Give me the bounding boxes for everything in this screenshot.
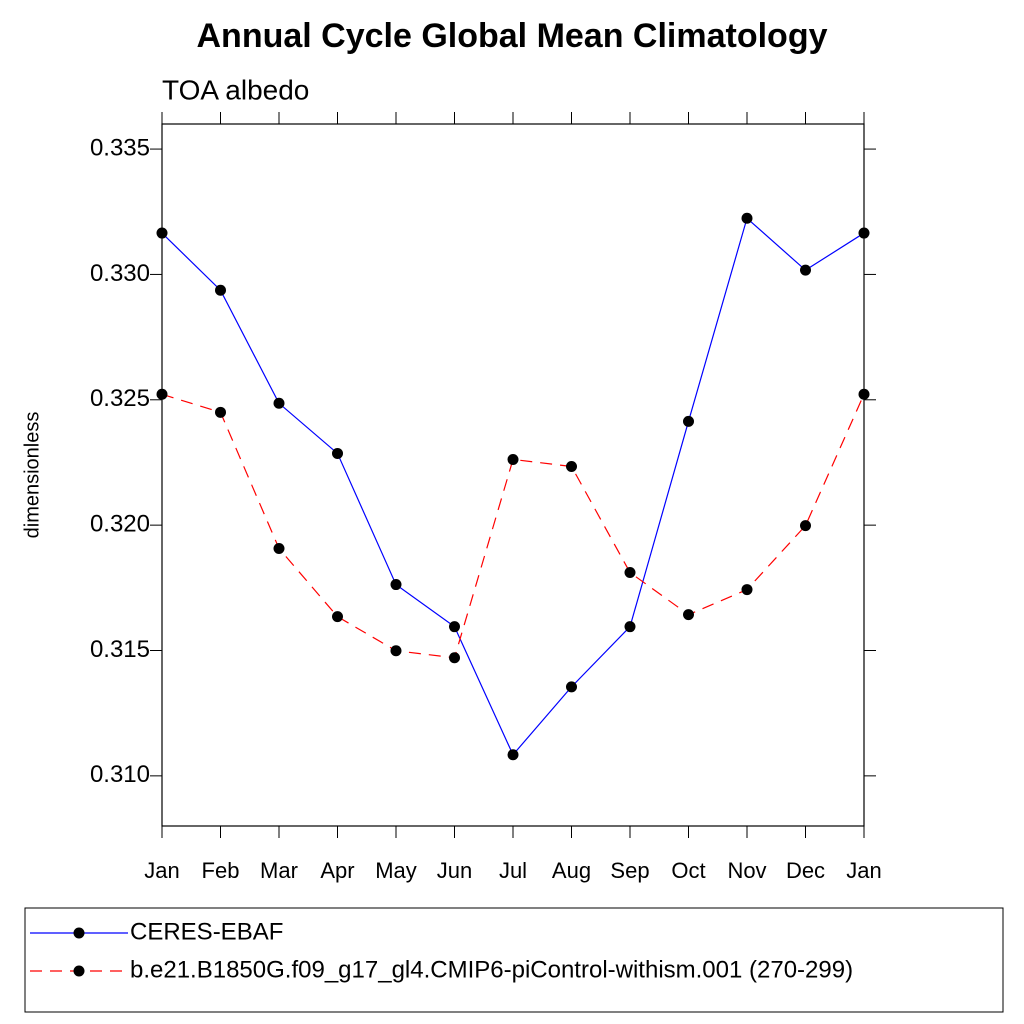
data-point [390, 579, 402, 591]
legend-label: b.e21.B1850G.f09_g17_gl4.CMIP6-piControl… [130, 956, 853, 983]
data-point [800, 264, 811, 276]
x-tick-label: Oct [671, 858, 705, 883]
y-tick-label: 0.335 [90, 134, 150, 161]
x-tick-label: Dec [786, 858, 825, 883]
x-tick-label: Aug [552, 858, 591, 883]
data-point [624, 621, 636, 633]
y-tick-label: 0.310 [90, 761, 150, 788]
chart-subtitle: TOA albedo [162, 74, 309, 105]
data-point [332, 447, 343, 459]
x-tick-label: Mar [260, 858, 298, 883]
legend-marker [73, 965, 85, 977]
y-tick-label: 0.325 [90, 385, 150, 412]
x-tick-label: Jul [499, 858, 527, 883]
data-point [273, 542, 285, 554]
data-point [273, 397, 285, 409]
data-point [507, 749, 519, 761]
data-point [800, 520, 811, 532]
data-point [683, 609, 694, 621]
x-tick-label: Apr [320, 858, 354, 883]
x-tick-label: Feb [202, 858, 240, 883]
data-point [566, 460, 577, 472]
data-point [566, 681, 577, 693]
legend-box [24, 907, 1004, 1013]
x-tick-label: Jun [437, 858, 472, 883]
data-point [624, 567, 636, 579]
data-point [390, 645, 402, 657]
data-point [332, 611, 343, 623]
data-point [215, 406, 226, 418]
data-point [449, 621, 460, 633]
data-point [858, 388, 870, 400]
y-tick-label: 0.330 [90, 260, 150, 287]
data-point [215, 284, 226, 296]
series-line [161, 393, 865, 659]
y-axis-label: dimensionless [21, 412, 43, 539]
y-tick-label: 0.320 [90, 510, 150, 537]
data-point [683, 415, 694, 427]
x-tick-label: May [375, 858, 417, 883]
data-point [741, 584, 753, 596]
data-point [858, 227, 870, 239]
data-point [449, 652, 460, 664]
data-point [156, 227, 168, 239]
y-tick-label: 0.315 [90, 636, 150, 663]
data-point [156, 388, 168, 400]
legend-marker [73, 927, 85, 939]
x-tick-label: Jan [144, 858, 179, 883]
data-point [741, 212, 753, 224]
x-tick-label: Nov [727, 858, 766, 883]
x-tick-label: Jan [846, 858, 881, 883]
legend-label: CERES-EBAF [130, 918, 283, 945]
x-tick-label: Sep [610, 858, 649, 883]
data-point [507, 453, 519, 465]
series-line [161, 217, 865, 756]
chart-title: Annual Cycle Global Mean Climatology [197, 17, 828, 55]
